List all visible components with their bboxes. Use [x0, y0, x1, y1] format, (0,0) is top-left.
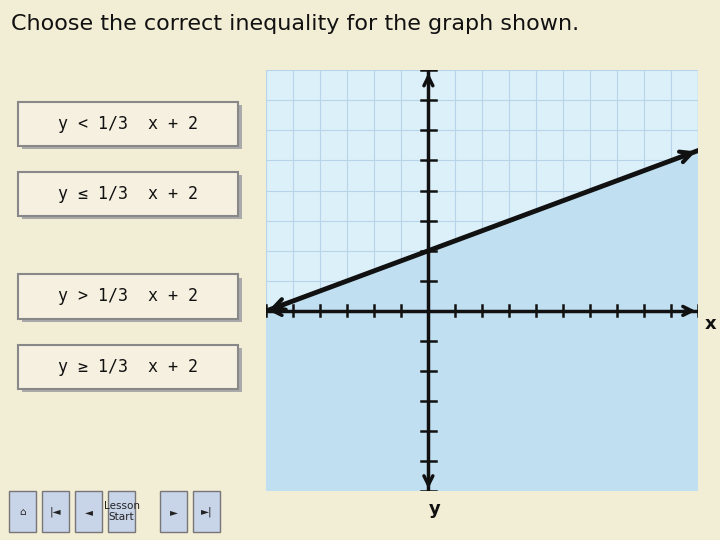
- Text: ►: ►: [169, 507, 178, 517]
- Text: Lesson
Start: Lesson Start: [104, 501, 140, 523]
- Text: y < 1/3  x + 2: y < 1/3 x + 2: [58, 114, 198, 133]
- Text: ⌂: ⌂: [19, 507, 26, 517]
- Text: x: x: [705, 315, 717, 333]
- Text: y ≥ 1/3  x + 2: y ≥ 1/3 x + 2: [58, 357, 198, 376]
- Text: y ≤ 1/3  x + 2: y ≤ 1/3 x + 2: [58, 185, 198, 203]
- Text: ►|: ►|: [201, 507, 212, 517]
- Text: y > 1/3  x + 2: y > 1/3 x + 2: [58, 287, 198, 306]
- Text: y: y: [428, 501, 440, 518]
- Text: ◄: ◄: [84, 507, 93, 517]
- Text: |◄: |◄: [50, 507, 61, 517]
- Text: Choose the correct inequality for the graph shown.: Choose the correct inequality for the gr…: [11, 14, 579, 33]
